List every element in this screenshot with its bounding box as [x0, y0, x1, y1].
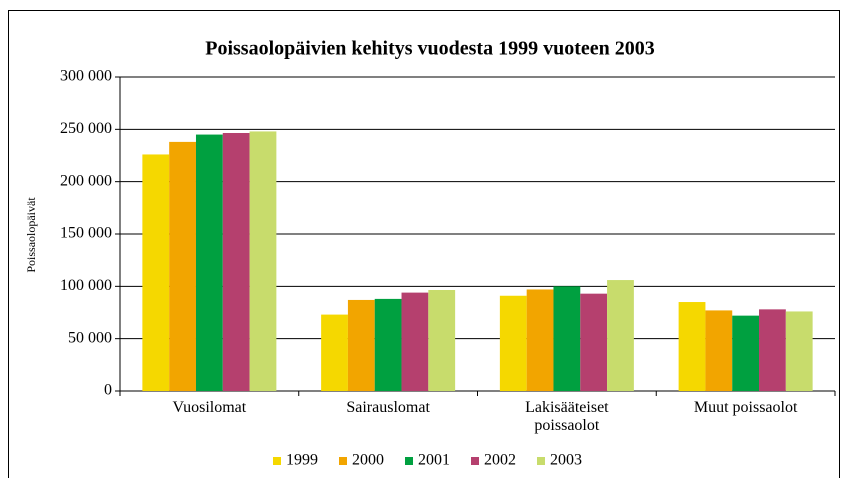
x-tick-label: Sairauslomat [346, 399, 430, 416]
bar [321, 314, 348, 391]
bar [705, 310, 733, 391]
bar [249, 131, 277, 391]
legend-swatch [537, 457, 545, 465]
bar [499, 295, 527, 391]
y-tick-label: 250 000 [60, 120, 112, 137]
y-tick-label: 50 000 [68, 329, 112, 346]
bar [169, 141, 196, 391]
bar [580, 293, 608, 391]
bar [759, 309, 786, 391]
y-tick-label: 150 000 [60, 225, 112, 242]
y-axis-title: Poissaolopäivät [24, 197, 38, 273]
legend-swatch [273, 457, 281, 465]
bar [428, 289, 456, 391]
y-tick-label: 300 000 [60, 68, 112, 85]
bar [195, 134, 223, 392]
bar [401, 292, 429, 391]
bar [374, 298, 402, 391]
bar [526, 289, 554, 391]
y-tick-label: 0 [104, 382, 112, 399]
bar [732, 315, 760, 391]
legend-swatch [405, 457, 413, 465]
bar [678, 302, 706, 391]
bar [785, 311, 813, 391]
bar [222, 132, 250, 391]
x-tick-label: Muut poissaolot [693, 399, 798, 416]
bar [347, 299, 375, 391]
legend-label: 2003 [550, 452, 582, 469]
legend-label: 2000 [352, 452, 384, 469]
x-tick-label: Vuosilomat [172, 399, 247, 416]
legend-label: 2001 [418, 452, 450, 469]
legend-label: 2002 [484, 452, 516, 469]
y-tick-label: 200 000 [60, 172, 112, 189]
legend-swatch [339, 457, 347, 465]
legend-swatch [471, 457, 479, 465]
y-tick-label: 100 000 [60, 277, 112, 294]
chart-title: Poissaolopäivien kehitys vuodesta 1999 v… [205, 38, 654, 60]
legend-label: 1999 [286, 452, 318, 469]
bar [607, 280, 634, 391]
bar [553, 286, 581, 391]
x-tick-label: Lakisääteiset poissaolot [525, 399, 609, 434]
bar [142, 154, 170, 391]
frame [8, 10, 840, 478]
